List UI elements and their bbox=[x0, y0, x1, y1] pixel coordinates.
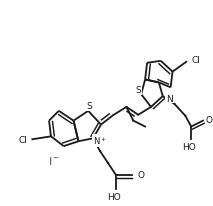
Text: S: S bbox=[135, 85, 141, 94]
Text: O: O bbox=[137, 170, 144, 179]
Text: HO: HO bbox=[182, 142, 196, 151]
Text: O: O bbox=[206, 116, 213, 125]
Text: N$^+$: N$^+$ bbox=[93, 135, 107, 146]
Text: N: N bbox=[166, 94, 173, 103]
Text: HO: HO bbox=[107, 192, 121, 201]
Text: I$^-$: I$^-$ bbox=[48, 154, 60, 166]
Text: S: S bbox=[86, 102, 92, 111]
Text: Cl: Cl bbox=[191, 56, 200, 65]
Text: Cl: Cl bbox=[19, 135, 27, 144]
